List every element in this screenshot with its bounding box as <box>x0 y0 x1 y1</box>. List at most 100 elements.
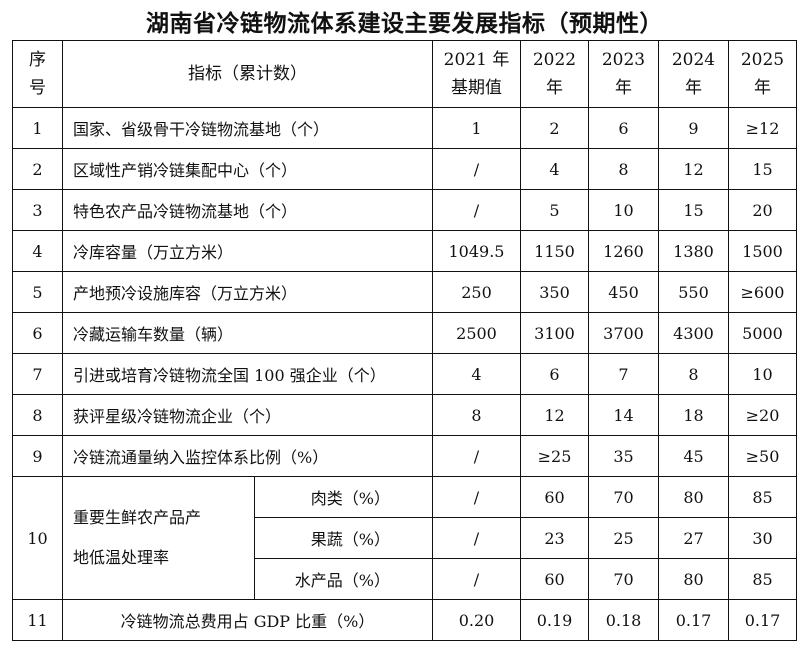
row-value: 250 <box>432 271 521 313</box>
row-value: 350 <box>520 271 589 313</box>
row-seq: 3 <box>12 189 63 231</box>
header-row: 序号指标（累计数） 2021 年基期值 2022 年 2023 年 2024 年 2025 年 <box>12 40 797 108</box>
row-seq: 5 <box>12 271 63 313</box>
header-year-line: 年 <box>615 78 632 98</box>
table-row: 4 冷库容量（万立方米） 1049.5 1150 1260 1380 1500 <box>12 230 797 272</box>
row-value: / <box>432 517 521 559</box>
row-value: 85 <box>728 476 797 518</box>
row-value: 1260 <box>588 230 659 272</box>
row-seq: 10 <box>12 476 63 600</box>
table-row: 7 引进或培育冷链物流全国 100 强企业（个） 4 6 7 8 10 <box>12 353 797 395</box>
row-value: 30 <box>728 517 797 559</box>
row-indicator: 冷链物流总费用占 GDP 比重（%） <box>62 599 433 641</box>
table-row: 1 国家、省级骨干冷链物流基地（个） 1 2 6 9 ≥12 <box>12 107 797 149</box>
row-indicator: 特色农产品冷链物流基地（个） <box>62 189 433 231</box>
sub-indicator: 肉类（%） <box>254 476 433 518</box>
row-value: 45 <box>658 435 729 477</box>
row-value: 3100 <box>520 312 589 354</box>
row-value: 450 <box>588 271 659 313</box>
row-value: 12 <box>520 394 589 436</box>
row-value: 0.17 <box>728 599 797 641</box>
row-indicator: 冷藏运输车数量（辆） <box>62 312 433 354</box>
group-indicator-line: 重要生鲜农产品产 <box>73 508 202 527</box>
row-value: 0.20 <box>432 599 521 641</box>
row-indicator: 区域性产销冷链集配中心（个） <box>62 148 433 190</box>
row-value: 60 <box>520 476 589 518</box>
row-value: 14 <box>588 394 659 436</box>
row-value: 3700 <box>588 312 659 354</box>
row-value: 60 <box>520 558 589 600</box>
row-value: / <box>432 476 521 518</box>
page-title: 湖南省冷链物流体系建设主要发展指标（预期性） <box>146 11 663 37</box>
row-value: 8 <box>658 353 729 395</box>
row-seq: 6 <box>12 312 63 354</box>
group-indicator-line: 地低温处理率 <box>73 548 170 567</box>
row-value: 1049.5 <box>432 230 521 272</box>
row-value: 550 <box>658 271 729 313</box>
table-row: 果蔬（%）/23 25 27 30 <box>13 517 797 559</box>
header-year-line: 年 <box>754 78 771 98</box>
row-value: 8 <box>432 394 521 436</box>
row-value: 4300 <box>658 312 729 354</box>
row-value: 6 <box>588 107 659 149</box>
table-row: 5 产地预冷设施库容（万立方米） 250 350 450 550 ≥600 <box>12 271 797 313</box>
row-value: 70 <box>588 476 659 518</box>
sub-indicator: 水产品（%） <box>254 558 433 600</box>
row-value: / <box>432 435 521 477</box>
row-value: 6 <box>520 353 589 395</box>
row-indicator: 获评星级冷链物流企业（个） <box>62 394 433 436</box>
row-value: / <box>432 558 521 600</box>
row-value: 85 <box>728 558 797 600</box>
row-value: 35 <box>588 435 659 477</box>
header-year-line: 2023 <box>601 50 646 70</box>
header-year-line: 2022 <box>532 50 577 70</box>
row-value: 7 <box>588 353 659 395</box>
header-year: 2023 年 <box>588 40 659 108</box>
row-value: 23 <box>520 517 589 559</box>
row-value: 2 <box>520 107 589 149</box>
header-year-line: 基期值 <box>451 78 502 98</box>
row-indicator: 冷库容量（万立方米） <box>62 230 433 272</box>
row-indicator: 国家、省级骨干冷链物流基地（个） <box>62 107 433 149</box>
row-indicator: 产地预冷设施库容（万立方米） <box>62 271 433 313</box>
row-seq: 7 <box>12 353 63 395</box>
row-value: 0.17 <box>658 599 729 641</box>
row-value: 12 <box>658 148 729 190</box>
row-value: 2500 <box>432 312 521 354</box>
row-seq: 9 <box>12 435 63 477</box>
row-value: 25 <box>588 517 659 559</box>
row-value: 0.18 <box>588 599 659 641</box>
row-value: 4 <box>432 353 521 395</box>
row-value: 10 <box>728 353 797 395</box>
row-value: / <box>432 189 521 231</box>
row-value: 1380 <box>658 230 729 272</box>
table-row: 2 区域性产销冷链集配中心（个）/4 8 12 15 <box>12 148 797 190</box>
header-year: 2025 年 <box>728 40 797 108</box>
sub-indicator: 果蔬（%） <box>254 517 433 559</box>
row-value: 80 <box>658 558 729 600</box>
row-value: 70 <box>588 558 659 600</box>
row-value: 4 <box>520 148 589 190</box>
header-year-line: 2024 <box>671 50 716 70</box>
row-value: 18 <box>658 394 729 436</box>
row-value: 1500 <box>728 230 797 272</box>
row-value: 1 <box>432 107 521 149</box>
row-seq: 2 <box>12 148 63 190</box>
header-year: 2022 年 <box>520 40 589 108</box>
header-seq-line: 序 <box>29 50 46 70</box>
row-value: 5000 <box>728 312 797 354</box>
group-indicator: 重要生鲜农产品产 地低温处理率 <box>62 476 255 600</box>
row-indicator: 引进或培育冷链物流全国 100 强企业（个） <box>62 353 433 395</box>
row-value: ≥25 <box>520 435 589 477</box>
indicator-table: 序号指标（累计数） 2021 年基期值 2022 年 2023 年 2024 年 2025 年 1 国… <box>12 40 797 641</box>
row-value: ≥600 <box>728 271 797 313</box>
header-year-line: 年 <box>685 78 702 98</box>
table-row: 水产品（%）/60 70 80 85 <box>13 558 797 600</box>
row-value: / <box>432 148 521 190</box>
header-year: 2021 年基期值 <box>432 40 521 108</box>
row-value: 27 <box>658 517 729 559</box>
header-year-line: 2025 <box>740 50 785 70</box>
row-value: ≥20 <box>728 394 797 436</box>
row-seq: 1 <box>12 107 63 149</box>
row-value: 9 <box>658 107 729 149</box>
